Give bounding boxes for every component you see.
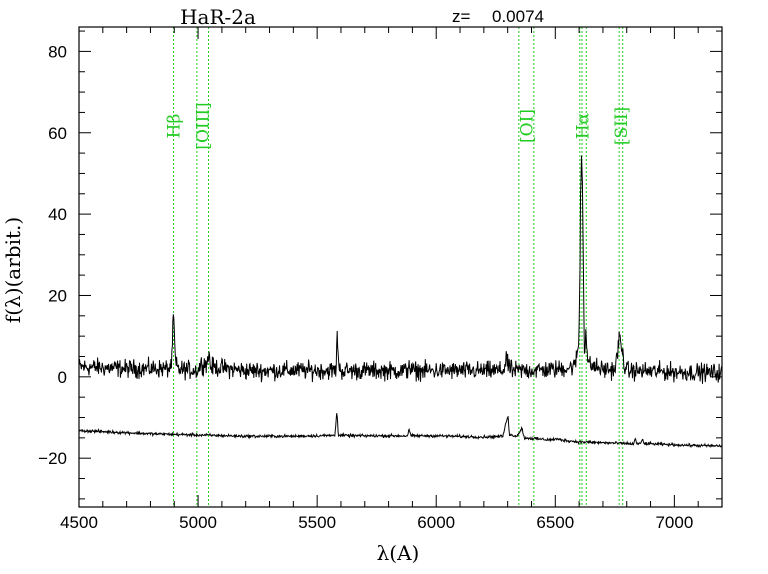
x-tick-label: 6000 — [417, 513, 455, 532]
x-axis-label: λ(A) — [377, 541, 420, 565]
y-tick-label: 60 — [48, 124, 67, 143]
x-tick-label: 7000 — [655, 513, 693, 532]
y-tick-label: 0 — [58, 368, 67, 387]
y-tick-label: −20 — [38, 449, 67, 468]
axes — [78, 26, 723, 508]
y-tick-label: 20 — [48, 286, 67, 305]
chart-title: HaR-2a — [180, 5, 256, 29]
x-tick-label: 5000 — [179, 513, 217, 532]
emission-line-label: [OIII] — [194, 102, 214, 149]
x-tick-label: 5500 — [298, 513, 336, 532]
emission-line-label: [SII] — [612, 107, 632, 145]
plot-frame — [78, 26, 723, 508]
spectrum-line — [78, 155, 723, 384]
redshift-value: 0.0074 — [492, 7, 544, 26]
spectrum-line — [78, 413, 723, 449]
tick-labels: 4500 5000 5500 6000 6500 7000 −20 0 20 40 60 80 — [38, 42, 693, 532]
redshift-label: z= — [452, 7, 471, 26]
y-tick-label: 40 — [48, 205, 67, 224]
emission-line-label: Hα — [574, 112, 594, 139]
y-tick-label: 80 — [48, 42, 67, 61]
emission-line-labels: Hβ [OIII] [OI] Hα [SII] — [165, 102, 632, 149]
x-tick-label: 6500 — [536, 513, 574, 532]
x-tick-label: 4500 — [60, 513, 98, 532]
emission-line-label: Hβ — [165, 114, 185, 139]
spectrum-series — [78, 155, 723, 449]
emission-line-label: [OI] — [517, 109, 537, 143]
y-axis-label: f(λ)(arbit.) — [1, 217, 25, 323]
